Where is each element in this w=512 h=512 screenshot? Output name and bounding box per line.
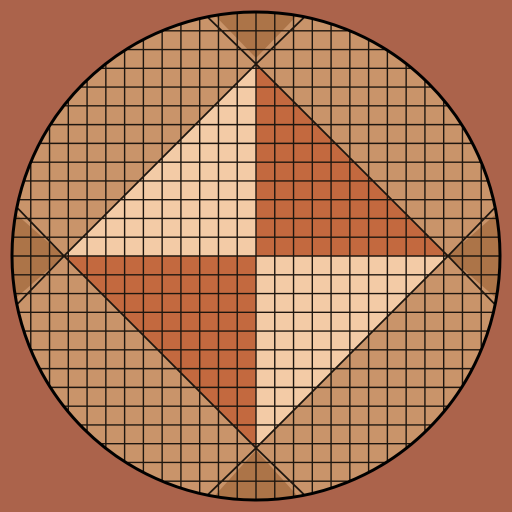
diagonal-right-top-extension xyxy=(447,189,500,257)
diagonal-top-left-extension xyxy=(189,12,257,65)
diamond-edge-nw xyxy=(63,63,257,257)
diagonal-right-bottom-extension xyxy=(447,255,500,323)
diagonal-left-top-extension xyxy=(12,189,65,257)
diagonal-top-right-extension xyxy=(255,12,323,65)
disc-outline xyxy=(10,10,502,502)
diagonal-bottom-left-extension xyxy=(189,447,257,500)
diamond-edge-ne xyxy=(255,63,449,257)
diagonal-left-bottom-extension xyxy=(12,255,65,323)
diamond-edge-sw xyxy=(63,255,257,449)
diagonal-bottom-right-extension xyxy=(255,447,323,500)
diamond-edge-se xyxy=(255,255,449,449)
